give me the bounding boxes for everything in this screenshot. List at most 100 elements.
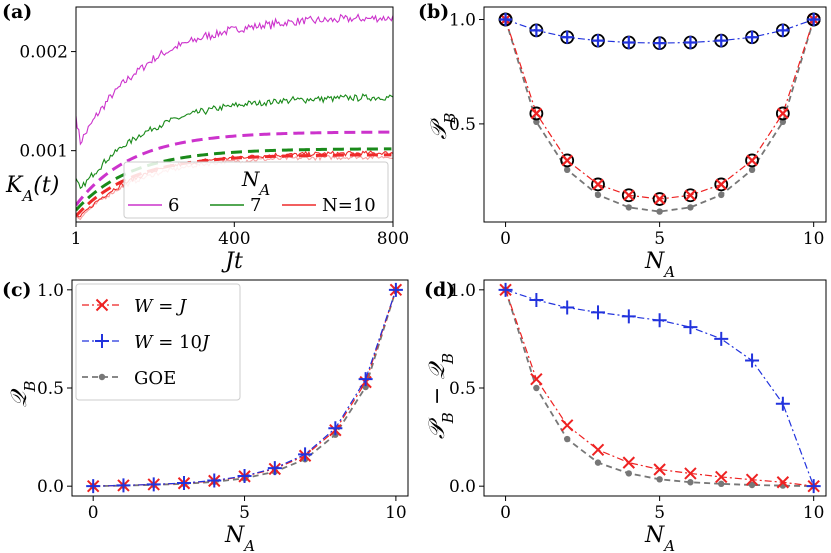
y-axis-label: 𝒬B <box>7 381 39 408</box>
legend-label: W = J <box>134 296 188 317</box>
x-marker <box>715 470 728 484</box>
legend-label: W = 10J <box>134 332 211 353</box>
x-tick-label: 0 <box>88 503 99 523</box>
plus-marker <box>298 447 313 462</box>
x-marker <box>777 107 789 120</box>
axes-frame <box>483 6 827 223</box>
legend-box <box>123 161 389 219</box>
plus-marker <box>683 35 697 49</box>
x-axis-label: Jt <box>221 249 243 274</box>
dashed-prediction-10-asymptotic <box>76 153 392 218</box>
plus-marker <box>714 331 729 346</box>
plus-marker <box>683 320 698 335</box>
goe-point <box>625 204 633 211</box>
legend-label: 6 <box>168 195 179 216</box>
goe-point <box>718 480 725 488</box>
plus-marker <box>560 300 575 315</box>
circle-marker <box>745 153 759 168</box>
x-tick-label: 800 <box>377 229 409 249</box>
plus-marker <box>86 479 101 494</box>
x-marker <box>715 178 728 191</box>
plus-marker <box>560 30 574 44</box>
x-marker <box>746 154 758 167</box>
dashed-prediction-7-asymptotic <box>76 147 392 212</box>
goe-point <box>656 476 663 483</box>
series-line-goe <box>504 19 815 213</box>
plus-marker <box>498 282 513 297</box>
goe-point <box>748 166 756 174</box>
panel-label: (a) <box>2 1 32 23</box>
plus-marker <box>328 421 343 436</box>
plus-marker <box>146 477 161 492</box>
circle-marker <box>683 188 698 203</box>
y-tick-label: 1.0 <box>449 281 476 301</box>
plus-marker <box>388 282 403 297</box>
y-tick-label: 1.0 <box>37 281 64 301</box>
panel-label: (c) <box>2 279 32 301</box>
plus-marker <box>806 479 821 494</box>
goe-point <box>533 118 540 126</box>
legend-title: NA <box>241 167 271 199</box>
x-marker <box>591 443 605 457</box>
plus-marker <box>237 468 252 483</box>
plus-marker <box>591 305 605 320</box>
legend-label: 7 <box>250 195 261 216</box>
goe-point <box>656 208 663 215</box>
x-marker <box>622 456 636 469</box>
plus-marker <box>177 476 191 491</box>
x-marker <box>684 467 697 480</box>
circle-marker <box>714 177 729 192</box>
goe-point <box>594 191 602 199</box>
goe-point <box>625 470 633 477</box>
x-marker <box>561 154 573 167</box>
plus-marker <box>529 23 543 37</box>
x-axis-label: NA <box>644 249 675 281</box>
circle-marker <box>591 177 605 192</box>
plus-marker <box>358 372 373 387</box>
plus-marker <box>207 473 222 488</box>
y-tick-label: 0.5 <box>37 379 64 399</box>
x-marker <box>530 107 543 120</box>
plus-marker <box>745 30 759 44</box>
x-tick-label: 10 <box>803 503 825 523</box>
plus-marker <box>529 293 544 308</box>
x-marker <box>623 189 635 202</box>
x-marker <box>560 419 574 432</box>
y-tick-label: 1.0 <box>449 11 476 31</box>
x-tick-label: 1 <box>71 229 82 249</box>
noisy-trace-7 <box>76 93 393 190</box>
y-tick-label: 0.0 <box>37 477 64 497</box>
legend-box <box>75 283 241 401</box>
plus-marker <box>745 353 760 368</box>
x-tick-label: 10 <box>803 229 825 249</box>
y-tick-label: 0.0 <box>449 477 476 497</box>
x-axis-label: NA <box>224 523 255 553</box>
x-marker <box>776 476 790 489</box>
dashed-prediction-6-asymptotic <box>76 130 392 207</box>
x-tick-label: 400 <box>218 229 250 249</box>
plus-marker <box>775 396 790 411</box>
plus-marker <box>807 13 821 27</box>
legend-a: NA 6 7 N=10 <box>123 161 389 219</box>
goe-point <box>779 118 787 126</box>
circle-marker <box>529 106 544 121</box>
circle-marker <box>652 192 667 206</box>
goe-point <box>563 435 571 443</box>
y-tick-label: 0.002 <box>19 43 68 63</box>
panel-label: (d) <box>424 279 455 301</box>
series-line-w-j <box>505 289 814 487</box>
plus-marker <box>95 334 109 348</box>
legend-label: N=10 <box>322 195 376 216</box>
y-axis-label: KA(t) <box>5 173 59 205</box>
circle-marker <box>560 153 575 168</box>
y-tick-label: 0.001 <box>19 142 68 162</box>
x-marker <box>684 189 697 202</box>
plus-marker <box>621 309 636 324</box>
panel-label: (b) <box>418 1 449 23</box>
x-marker <box>95 298 109 312</box>
legend-label: GOE <box>134 368 176 389</box>
goe-point <box>533 384 540 392</box>
panel-c: 0 5 10 0.0 0.5 1.0 W = J W = 10J GOE 𝒬B NA (c) <box>2 279 409 553</box>
